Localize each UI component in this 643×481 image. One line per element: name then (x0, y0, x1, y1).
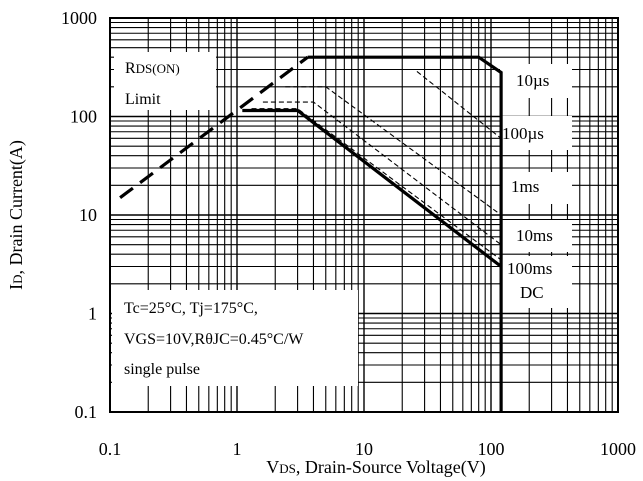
plot-frame (109, 17, 619, 413)
rds-on-label-line2: Limit (125, 91, 161, 108)
rds-on-limit-line (119, 55, 309, 199)
x-axis-label-main: V (266, 457, 279, 477)
y-tick-label: 1 (88, 304, 97, 324)
series-label-100ms: 100ms (507, 259, 552, 278)
curves (119, 55, 503, 412)
series-label-10µs: 10µs (516, 71, 549, 90)
series-line-100µs (297, 68, 502, 139)
conditions-line3: single pulse (124, 361, 200, 378)
y-axis-label-sub: D (10, 275, 25, 284)
label-mask (500, 116, 572, 150)
tick-labels: 0.1 1 10 100 1000 0.1 1 10 100 1000 (61, 8, 636, 459)
y-axis-label-main: I (6, 284, 26, 290)
x-axis-label: VDS, Drain-Source Voltage(V) (266, 457, 485, 478)
series-label-100µs: 100µs (502, 124, 544, 143)
y-tick-label: 100 (70, 107, 97, 127)
y-tick-label: 10 (79, 205, 97, 225)
y-tick-label: 1000 (61, 8, 97, 28)
y-axis-label-rest: , Drain Current(A) (6, 140, 27, 274)
label-mask (112, 290, 358, 386)
x-axis-label-sub: DS (279, 461, 296, 476)
series-label-DC: DC (520, 283, 544, 302)
series-line-10ms (262, 101, 502, 246)
rds-on-sub: DS(ON) (136, 61, 180, 76)
label-mask (114, 52, 216, 110)
rds-on-main: R (125, 60, 136, 77)
y-tick-label: 0.1 (75, 402, 98, 422)
label-mask (500, 220, 572, 252)
series-label-1ms: 1ms (511, 177, 539, 196)
x-tick-label: 10 (355, 439, 373, 459)
label-masks (112, 52, 572, 386)
series-label-10ms: 10ms (516, 226, 553, 245)
series-line-10µs (307, 55, 503, 412)
rds-on-label-line1: RDS(ON) (125, 60, 180, 77)
curve-labels: 10µs 100µs 1ms 10ms 100ms DC (502, 71, 553, 302)
label-mask (500, 256, 572, 284)
conditions-line1: Tc=25°C, Tj=175°C, (124, 300, 258, 317)
x-tick-label: 1000 (600, 439, 636, 459)
y-axis-label: ID, Drain Current(A) (6, 140, 27, 290)
x-tick-label: 0.1 (99, 439, 122, 459)
x-tick-label: 1 (233, 439, 242, 459)
x-axis-label-rest: , Drain-Source Voltage(V) (296, 457, 486, 478)
label-mask (500, 282, 572, 308)
series-line-1ms (285, 86, 502, 216)
label-mask (500, 172, 572, 204)
x-tick-label: 100 (478, 439, 505, 459)
label-mask (500, 64, 572, 98)
conditions-line2: VGS=10V,RθJC=0.45°C/W (124, 331, 304, 348)
series-line-DC (242, 108, 503, 268)
